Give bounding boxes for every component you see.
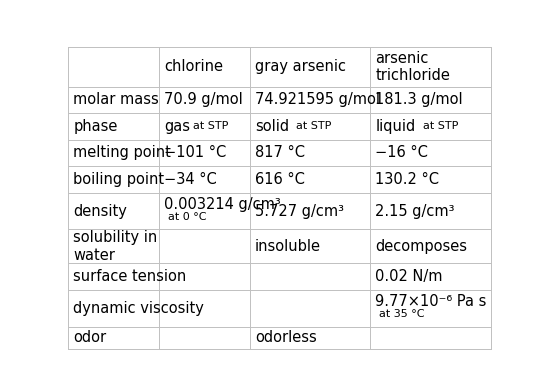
Text: at STP: at STP xyxy=(186,122,228,131)
Text: 9.77×10⁻⁶ Pa s: 9.77×10⁻⁶ Pa s xyxy=(375,294,487,309)
Text: 2.15 g/cm³: 2.15 g/cm³ xyxy=(375,203,455,219)
Text: odorless: odorless xyxy=(255,330,317,345)
Text: solubility in
water: solubility in water xyxy=(73,230,158,263)
Text: at STP: at STP xyxy=(416,122,458,131)
Text: boiling point: boiling point xyxy=(73,172,165,187)
Text: odor: odor xyxy=(73,330,106,345)
Text: arsenic
trichloride: arsenic trichloride xyxy=(375,51,450,83)
Text: liquid: liquid xyxy=(375,119,415,134)
Text: −16 °C: −16 °C xyxy=(375,145,428,160)
Text: at 0 °C: at 0 °C xyxy=(168,212,207,222)
Text: at 35 °C: at 35 °C xyxy=(379,309,425,319)
Text: phase: phase xyxy=(73,119,118,134)
Text: 5.727 g/cm³: 5.727 g/cm³ xyxy=(255,203,344,219)
Text: chlorine: chlorine xyxy=(164,60,223,74)
Text: 0.02 N/m: 0.02 N/m xyxy=(375,269,443,284)
Text: 181.3 g/mol: 181.3 g/mol xyxy=(375,93,463,107)
Text: dynamic viscosity: dynamic viscosity xyxy=(73,301,204,316)
Text: 70.9 g/mol: 70.9 g/mol xyxy=(164,93,243,107)
Text: 616 °C: 616 °C xyxy=(255,172,305,187)
Text: 817 °C: 817 °C xyxy=(255,145,305,160)
Text: melting point: melting point xyxy=(73,145,171,160)
Text: 74.921595 g/mol: 74.921595 g/mol xyxy=(255,93,380,107)
Text: 0.003214 g/cm³: 0.003214 g/cm³ xyxy=(164,197,281,212)
Text: density: density xyxy=(73,203,127,219)
Text: decomposes: decomposes xyxy=(375,239,467,254)
Text: molar mass: molar mass xyxy=(73,93,159,107)
Text: at STP: at STP xyxy=(289,122,332,131)
Text: insoluble: insoluble xyxy=(255,239,321,254)
Text: solid: solid xyxy=(255,119,289,134)
Text: −34 °C: −34 °C xyxy=(164,172,217,187)
Text: gas: gas xyxy=(164,119,190,134)
Text: gray arsenic: gray arsenic xyxy=(255,60,346,74)
Text: −101 °C: −101 °C xyxy=(164,145,226,160)
Text: 130.2 °C: 130.2 °C xyxy=(375,172,439,187)
Text: surface tension: surface tension xyxy=(73,269,186,284)
